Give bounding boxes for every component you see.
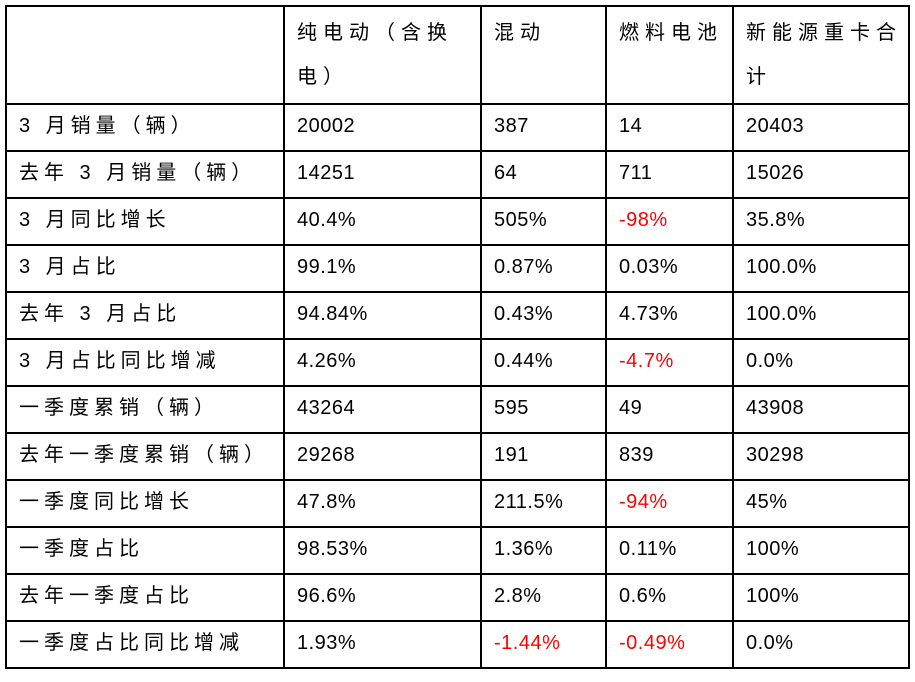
table-row: 去年 3 月销量（辆） 14251 64 711 15026 <box>5 150 910 199</box>
cell: 2.8% <box>480 573 607 622</box>
cell: 0.6% <box>605 573 734 622</box>
cell: 1.36% <box>480 526 607 575</box>
cell: 14251 <box>283 150 482 199</box>
cell: 49 <box>605 385 734 434</box>
cell: 20002 <box>283 103 482 152</box>
cell: 0.44% <box>480 338 607 387</box>
row-label: 一季度占比 <box>5 526 285 575</box>
cell: 0.11% <box>605 526 734 575</box>
cell: 191 <box>480 432 607 481</box>
table-row: 3 月占比同比增减 4.26% 0.44% -4.7% 0.0% <box>5 338 910 387</box>
row-label: 一季度累销（辆） <box>5 385 285 434</box>
cell: 4.26% <box>283 338 482 387</box>
cell: 0.43% <box>480 291 607 340</box>
cell: 100.0% <box>732 244 910 293</box>
row-label: 去年 3 月销量（辆） <box>5 150 285 199</box>
table-header-row: 纯电动（含换电） 混动 燃料电池 新能源重卡合计 <box>5 5 910 105</box>
cell: 98.53% <box>283 526 482 575</box>
cell: 0.0% <box>732 620 910 669</box>
row-label: 一季度占比同比增减 <box>5 620 285 669</box>
table-row: 一季度占比同比增减 1.93% -1.44% -0.49% 0.0% <box>5 620 910 669</box>
column-header-fuel-cell: 燃料电池 <box>605 5 734 105</box>
row-label: 去年 3 月占比 <box>5 291 285 340</box>
row-label: 3 月销量（辆） <box>5 103 285 152</box>
column-header-blank <box>5 5 285 105</box>
row-label: 3 月同比增长 <box>5 197 285 246</box>
cell: 0.03% <box>605 244 734 293</box>
table-row: 去年一季度累销（辆） 29268 191 839 30298 <box>5 432 910 481</box>
table-row: 3 月销量（辆） 20002 387 14 20403 <box>5 103 910 152</box>
cell: 45% <box>732 479 910 528</box>
cell: 387 <box>480 103 607 152</box>
cell: 47.8% <box>283 479 482 528</box>
cell: 40.4% <box>283 197 482 246</box>
cell: 100% <box>732 526 910 575</box>
cell: 96.6% <box>283 573 482 622</box>
cell-negative: -94% <box>605 479 734 528</box>
cell: 100% <box>732 573 910 622</box>
cell: 64 <box>480 150 607 199</box>
row-label: 3 月占比同比增减 <box>5 338 285 387</box>
cell: 0.87% <box>480 244 607 293</box>
sales-data-table: 纯电动（含换电） 混动 燃料电池 新能源重卡合计 3 月销量（辆） 20002 … <box>5 5 910 669</box>
cell: 14 <box>605 103 734 152</box>
cell: 15026 <box>732 150 910 199</box>
column-header-pure-electric: 纯电动（含换电） <box>283 5 482 105</box>
row-label: 去年一季度占比 <box>5 573 285 622</box>
cell: 43264 <box>283 385 482 434</box>
cell: 100.0% <box>732 291 910 340</box>
cell: 99.1% <box>283 244 482 293</box>
table-row: 去年一季度占比 96.6% 2.8% 0.6% 100% <box>5 573 910 622</box>
cell-negative: -98% <box>605 197 734 246</box>
cell: 20403 <box>732 103 910 152</box>
table-row: 3 月占比 99.1% 0.87% 0.03% 100.0% <box>5 244 910 293</box>
row-label: 一季度同比增长 <box>5 479 285 528</box>
column-header-hybrid: 混动 <box>480 5 607 105</box>
cell: 29268 <box>283 432 482 481</box>
column-header-total: 新能源重卡合计 <box>732 5 910 105</box>
cell: 505% <box>480 197 607 246</box>
table-row: 一季度占比 98.53% 1.36% 0.11% 100% <box>5 526 910 575</box>
cell: 4.73% <box>605 291 734 340</box>
cell-negative: -4.7% <box>605 338 734 387</box>
cell: 1.93% <box>283 620 482 669</box>
cell: 711 <box>605 150 734 199</box>
cell-negative: -1.44% <box>480 620 607 669</box>
table-row: 3 月同比增长 40.4% 505% -98% 35.8% <box>5 197 910 246</box>
row-label: 3 月占比 <box>5 244 285 293</box>
cell-negative: -0.49% <box>605 620 734 669</box>
cell: 35.8% <box>732 197 910 246</box>
cell: 43908 <box>732 385 910 434</box>
table-row: 去年 3 月占比 94.84% 0.43% 4.73% 100.0% <box>5 291 910 340</box>
table-row: 一季度累销（辆） 43264 595 49 43908 <box>5 385 910 434</box>
cell: 94.84% <box>283 291 482 340</box>
row-label: 去年一季度累销（辆） <box>5 432 285 481</box>
cell: 0.0% <box>732 338 910 387</box>
table-row: 一季度同比增长 47.8% 211.5% -94% 45% <box>5 479 910 528</box>
cell: 30298 <box>732 432 910 481</box>
cell: 211.5% <box>480 479 607 528</box>
cell: 839 <box>605 432 734 481</box>
cell: 595 <box>480 385 607 434</box>
